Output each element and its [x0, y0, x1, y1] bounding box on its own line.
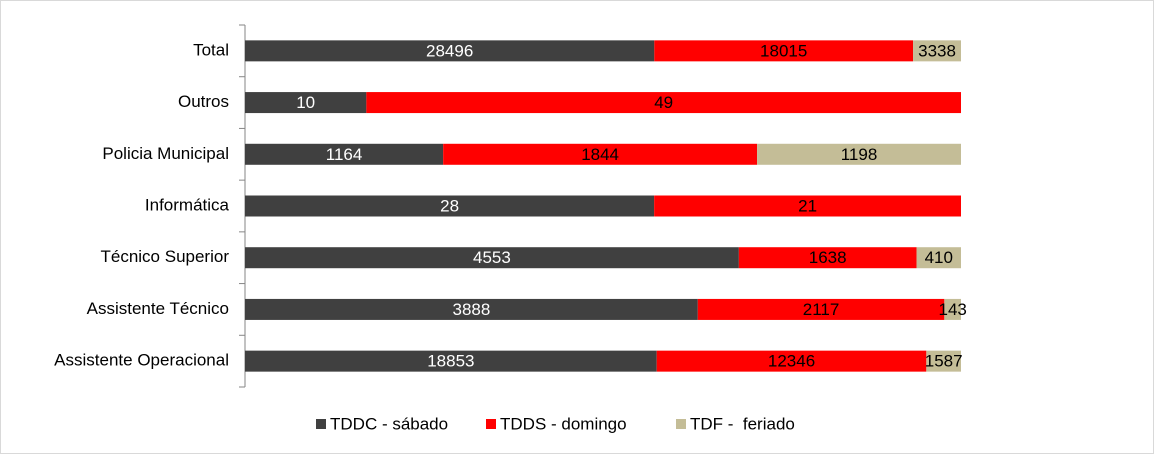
legend-label: TDDC - sábado [330, 414, 448, 433]
category-label: Informática [145, 195, 230, 214]
data-label: 143 [938, 300, 966, 319]
data-label: 18015 [760, 41, 807, 60]
data-label: 3888 [452, 300, 490, 319]
bar-segment [245, 143, 444, 165]
bar-segment [366, 92, 961, 114]
data-label: 12346 [768, 352, 815, 371]
data-label: 18853 [427, 352, 474, 371]
category-label: Total [193, 40, 229, 59]
bar-segment [654, 195, 961, 217]
data-label: 3338 [918, 41, 956, 60]
bar-segment [757, 143, 961, 165]
data-label: 1164 [326, 145, 363, 164]
bar-segment [697, 298, 945, 320]
category-label: Assistente Operacional [54, 351, 229, 370]
legend-swatch [676, 419, 686, 429]
category-label: Técnico Superior [100, 247, 229, 266]
category-label: Outros [178, 92, 229, 111]
data-label: 2117 [803, 300, 840, 319]
legend-label: TDDS - domingo [500, 414, 627, 433]
bar-segment [443, 143, 758, 165]
data-label: 1198 [841, 145, 878, 164]
data-label: 49 [654, 93, 673, 112]
legend-label: TDF - feriado [690, 414, 795, 433]
legend-swatch [316, 419, 326, 429]
bar-segment [656, 350, 927, 372]
legend-swatch [486, 419, 496, 429]
data-label: 10 [296, 93, 315, 112]
bar-segment [738, 247, 917, 269]
bar-segment [245, 298, 698, 320]
bar-segment [913, 40, 961, 62]
data-label: 28 [440, 196, 459, 215]
bar-segment [245, 350, 657, 372]
data-label: 28496 [426, 41, 473, 60]
data-label: 21 [798, 196, 817, 215]
data-label: 1638 [809, 248, 847, 267]
bar-segment [654, 40, 914, 62]
data-label: 4553 [473, 248, 511, 267]
bar-segment [245, 92, 367, 114]
data-label: 1587 [925, 352, 963, 371]
data-label: 1844 [581, 145, 619, 164]
bar-segment [926, 350, 961, 372]
category-label: Policia Municipal [102, 144, 229, 163]
bar-segment [916, 247, 961, 269]
bar-segment [245, 195, 655, 217]
bar-segment [245, 40, 655, 62]
category-label: Assistente Técnico [87, 299, 229, 318]
bar-segment [944, 298, 961, 320]
data-label: 410 [925, 248, 953, 267]
bar-segment [245, 247, 739, 269]
